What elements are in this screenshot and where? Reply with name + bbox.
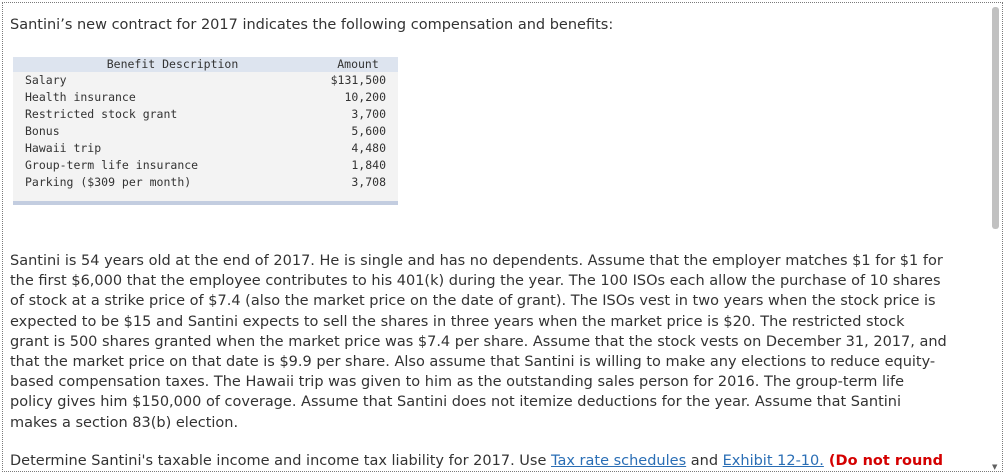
table-row: Bonus 5,600 (13, 123, 398, 140)
header-benefit-description: Benefit Description (13, 57, 318, 72)
table-row: Salary $131,500 (13, 72, 398, 89)
intro-text: Santini’s new contract for 2017 indicate… (10, 17, 614, 33)
benefit-description: Salary (25, 73, 67, 87)
benefit-amount: 5,600 (351, 124, 386, 138)
benefit-description: Restricted stock grant (25, 107, 178, 121)
paragraph-line: grant is 500 shares granted when the mar… (10, 333, 947, 350)
benefit-description: Parking ($309 per month) (25, 175, 192, 189)
paragraph-line: policy gives him $150,000 of coverage. A… (10, 394, 902, 411)
table-row: Group-term life insurance 1,840 (13, 157, 398, 174)
problem-content: Santini’s new contract for 2017 indicate… (10, 15, 990, 469)
header-amount: Amount (318, 57, 398, 72)
benefit-description: Health insurance (25, 90, 136, 104)
paragraph-line: based compensation taxes. The Hawaii tri… (10, 374, 905, 391)
paragraph-line: of stock at a strike price of $7.4 (also… (10, 293, 936, 310)
paragraph-line: the first $6,000 that the employee contr… (10, 273, 941, 290)
spacer-cell (318, 191, 398, 203)
benefit-amount: 10,200 (344, 90, 386, 104)
instruction-prefix: Determine Santini's taxable income and i… (10, 453, 551, 469)
benefits-table: Benefit Description Amount Salary $131,5… (13, 57, 398, 205)
scenario-paragraph: Santini is 54 years old at the end of 20… (10, 251, 995, 433)
vertical-scrollbar[interactable]: ▼ (990, 3, 1002, 471)
table-row: Hawaii trip 4,480 (13, 140, 398, 157)
exhibit-12-10-link[interactable]: Exhibit 12-10. (722, 453, 824, 469)
scroll-down-arrow-icon[interactable]: ▼ (992, 463, 998, 471)
table-row: Parking ($309 per month) 3,708 (13, 174, 398, 191)
instruction-text: Determine Santini's taxable income and i… (10, 451, 943, 471)
benefit-amount: 1,840 (351, 158, 386, 172)
paragraph-line: makes a section 83(b) election. (10, 414, 239, 431)
benefit-description: Bonus (25, 124, 60, 138)
benefit-amount: 3,700 (351, 107, 386, 121)
benefit-description: Group-term life insurance (25, 158, 199, 172)
spacer-cell (13, 191, 318, 203)
table-row: Restricted stock grant 3,700 (13, 106, 398, 123)
paragraph-line: Santini is 54 years old at the end of 20… (10, 253, 943, 269)
instruction-middle: and (686, 453, 723, 469)
tax-rate-schedules-link[interactable]: Tax rate schedules (551, 453, 687, 469)
table-spacer-row (13, 191, 398, 203)
benefit-amount: $131,500 (330, 73, 386, 87)
scrollbar-thumb[interactable] (992, 7, 999, 229)
table-row: Health insurance 10,200 (13, 89, 398, 106)
paragraph-line: expected to be $15 and Santini expects t… (10, 313, 905, 330)
benefit-amount: 3,708 (351, 175, 386, 189)
benefit-amount: 4,480 (351, 141, 386, 155)
benefit-description: Hawaii trip (25, 141, 102, 155)
table-header-row: Benefit Description Amount (13, 57, 398, 72)
rounding-warning: (Do not round (823, 453, 943, 469)
paragraph-line: that the market price on that date is $9… (10, 354, 936, 371)
